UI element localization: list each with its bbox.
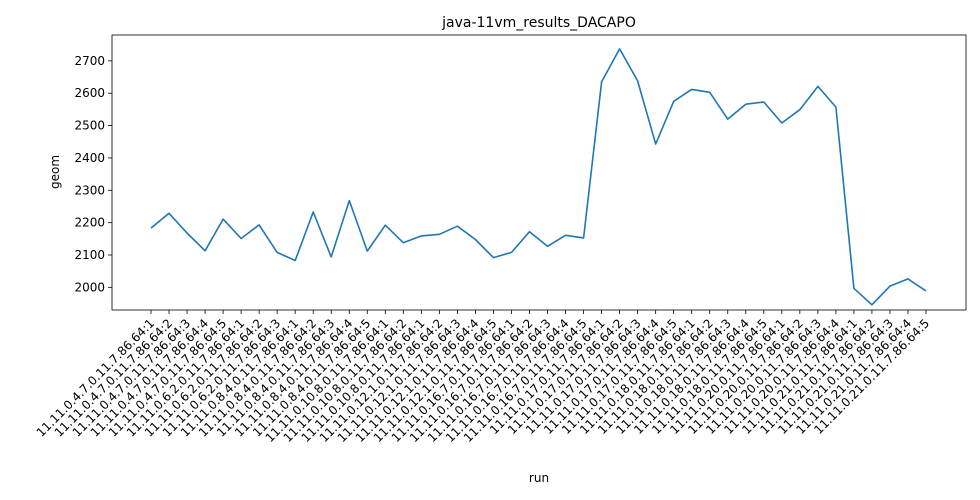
y-tick-label: 2100 <box>74 248 105 262</box>
series-line <box>150 48 927 306</box>
y-tick-label: 2300 <box>74 183 105 197</box>
y-tick-label: 2000 <box>74 280 105 294</box>
x-axis: 11.11.0.4.7.0.11.7.86.64:111.11.0.4.7.0.… <box>34 310 932 445</box>
y-axis-title: geom <box>48 155 62 189</box>
y-tick-label: 2200 <box>74 216 105 230</box>
plot-area <box>111 34 967 311</box>
y-tick-label: 2500 <box>74 119 105 133</box>
y-tick-label: 2700 <box>74 54 105 68</box>
y-axis: 2000 2100 2200 2300 2400 2500 2600 2700 <box>74 54 112 294</box>
chart-title: java-11vm_results_DACAPO <box>441 15 636 31</box>
x-axis-title: run <box>529 471 549 485</box>
series-geom <box>150 48 927 306</box>
y-tick-label: 2400 <box>74 151 105 165</box>
y-tick-label: 2600 <box>74 86 105 100</box>
plot-frame <box>111 34 967 311</box>
